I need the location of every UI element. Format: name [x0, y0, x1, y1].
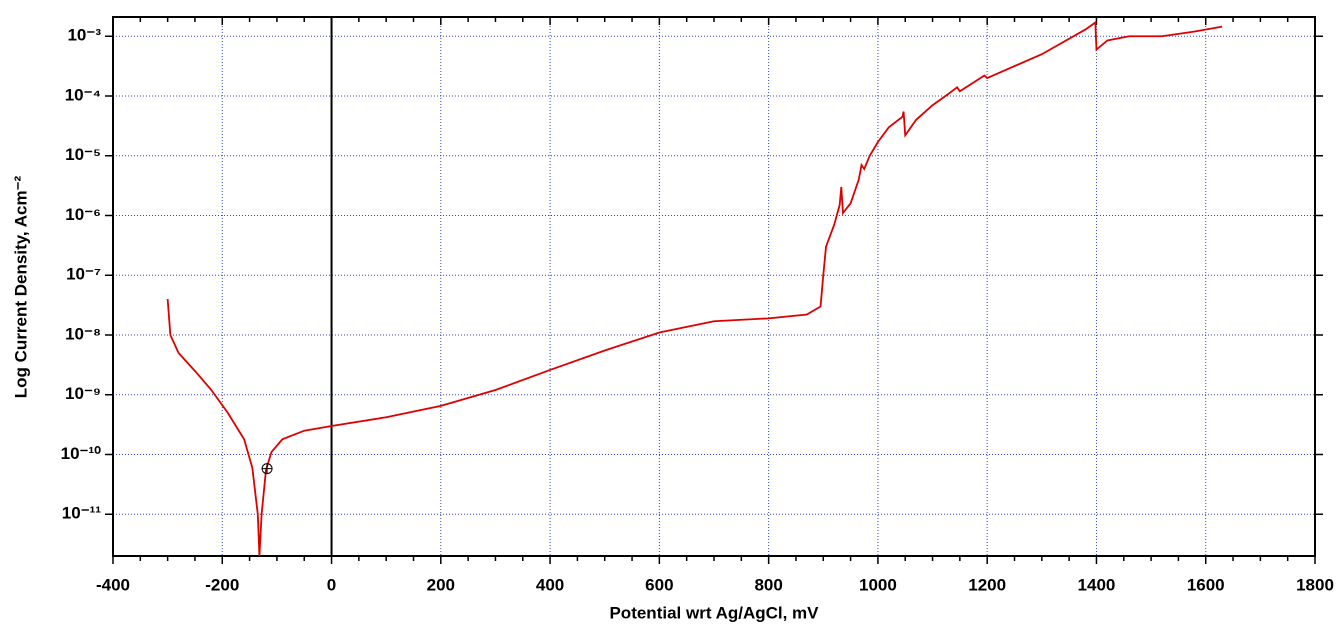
plot-frame — [112, 16, 1316, 557]
x-tick-label: -200 — [205, 575, 239, 594]
y-axis-label: Log Current Density, Acm⁻² — [11, 175, 30, 398]
x-tick-label: 1800 — [1296, 575, 1334, 594]
x-tick-label: 400 — [536, 575, 564, 594]
y-tick-label: 10⁻⁷ — [66, 265, 101, 284]
y-tick-label: 10⁻⁸ — [65, 324, 101, 343]
x-tick-label: 0 — [327, 575, 336, 594]
y-tick-label: 10⁻⁵ — [65, 145, 101, 164]
y-tick-label: 10⁻⁶ — [65, 205, 101, 224]
x-tick-label: -400 — [96, 575, 130, 594]
x-tick-label: 1200 — [968, 575, 1006, 594]
x-tick-label: 1400 — [1078, 575, 1116, 594]
x-tick-label: 200 — [427, 575, 455, 594]
data-line — [166, 20, 1223, 557]
y-tick-label: 10⁻⁴ — [65, 85, 101, 104]
y-tick-label: 10⁻¹¹ — [62, 504, 102, 523]
y-tick-label: 10⁻¹⁰ — [61, 444, 102, 463]
x-axis-label: Potential wrt Ag/AgCl, mV — [609, 603, 819, 622]
x-tick-label: 1000 — [859, 575, 897, 594]
x-tick-label: 800 — [754, 575, 782, 594]
y-tick-label: 10⁻³ — [67, 26, 101, 45]
ecorr-marker-cross — [262, 463, 273, 474]
x-tick-label: 1600 — [1187, 575, 1225, 594]
y-tick-label: 10⁻⁹ — [65, 384, 101, 403]
x-tick-label: 600 — [645, 575, 673, 594]
